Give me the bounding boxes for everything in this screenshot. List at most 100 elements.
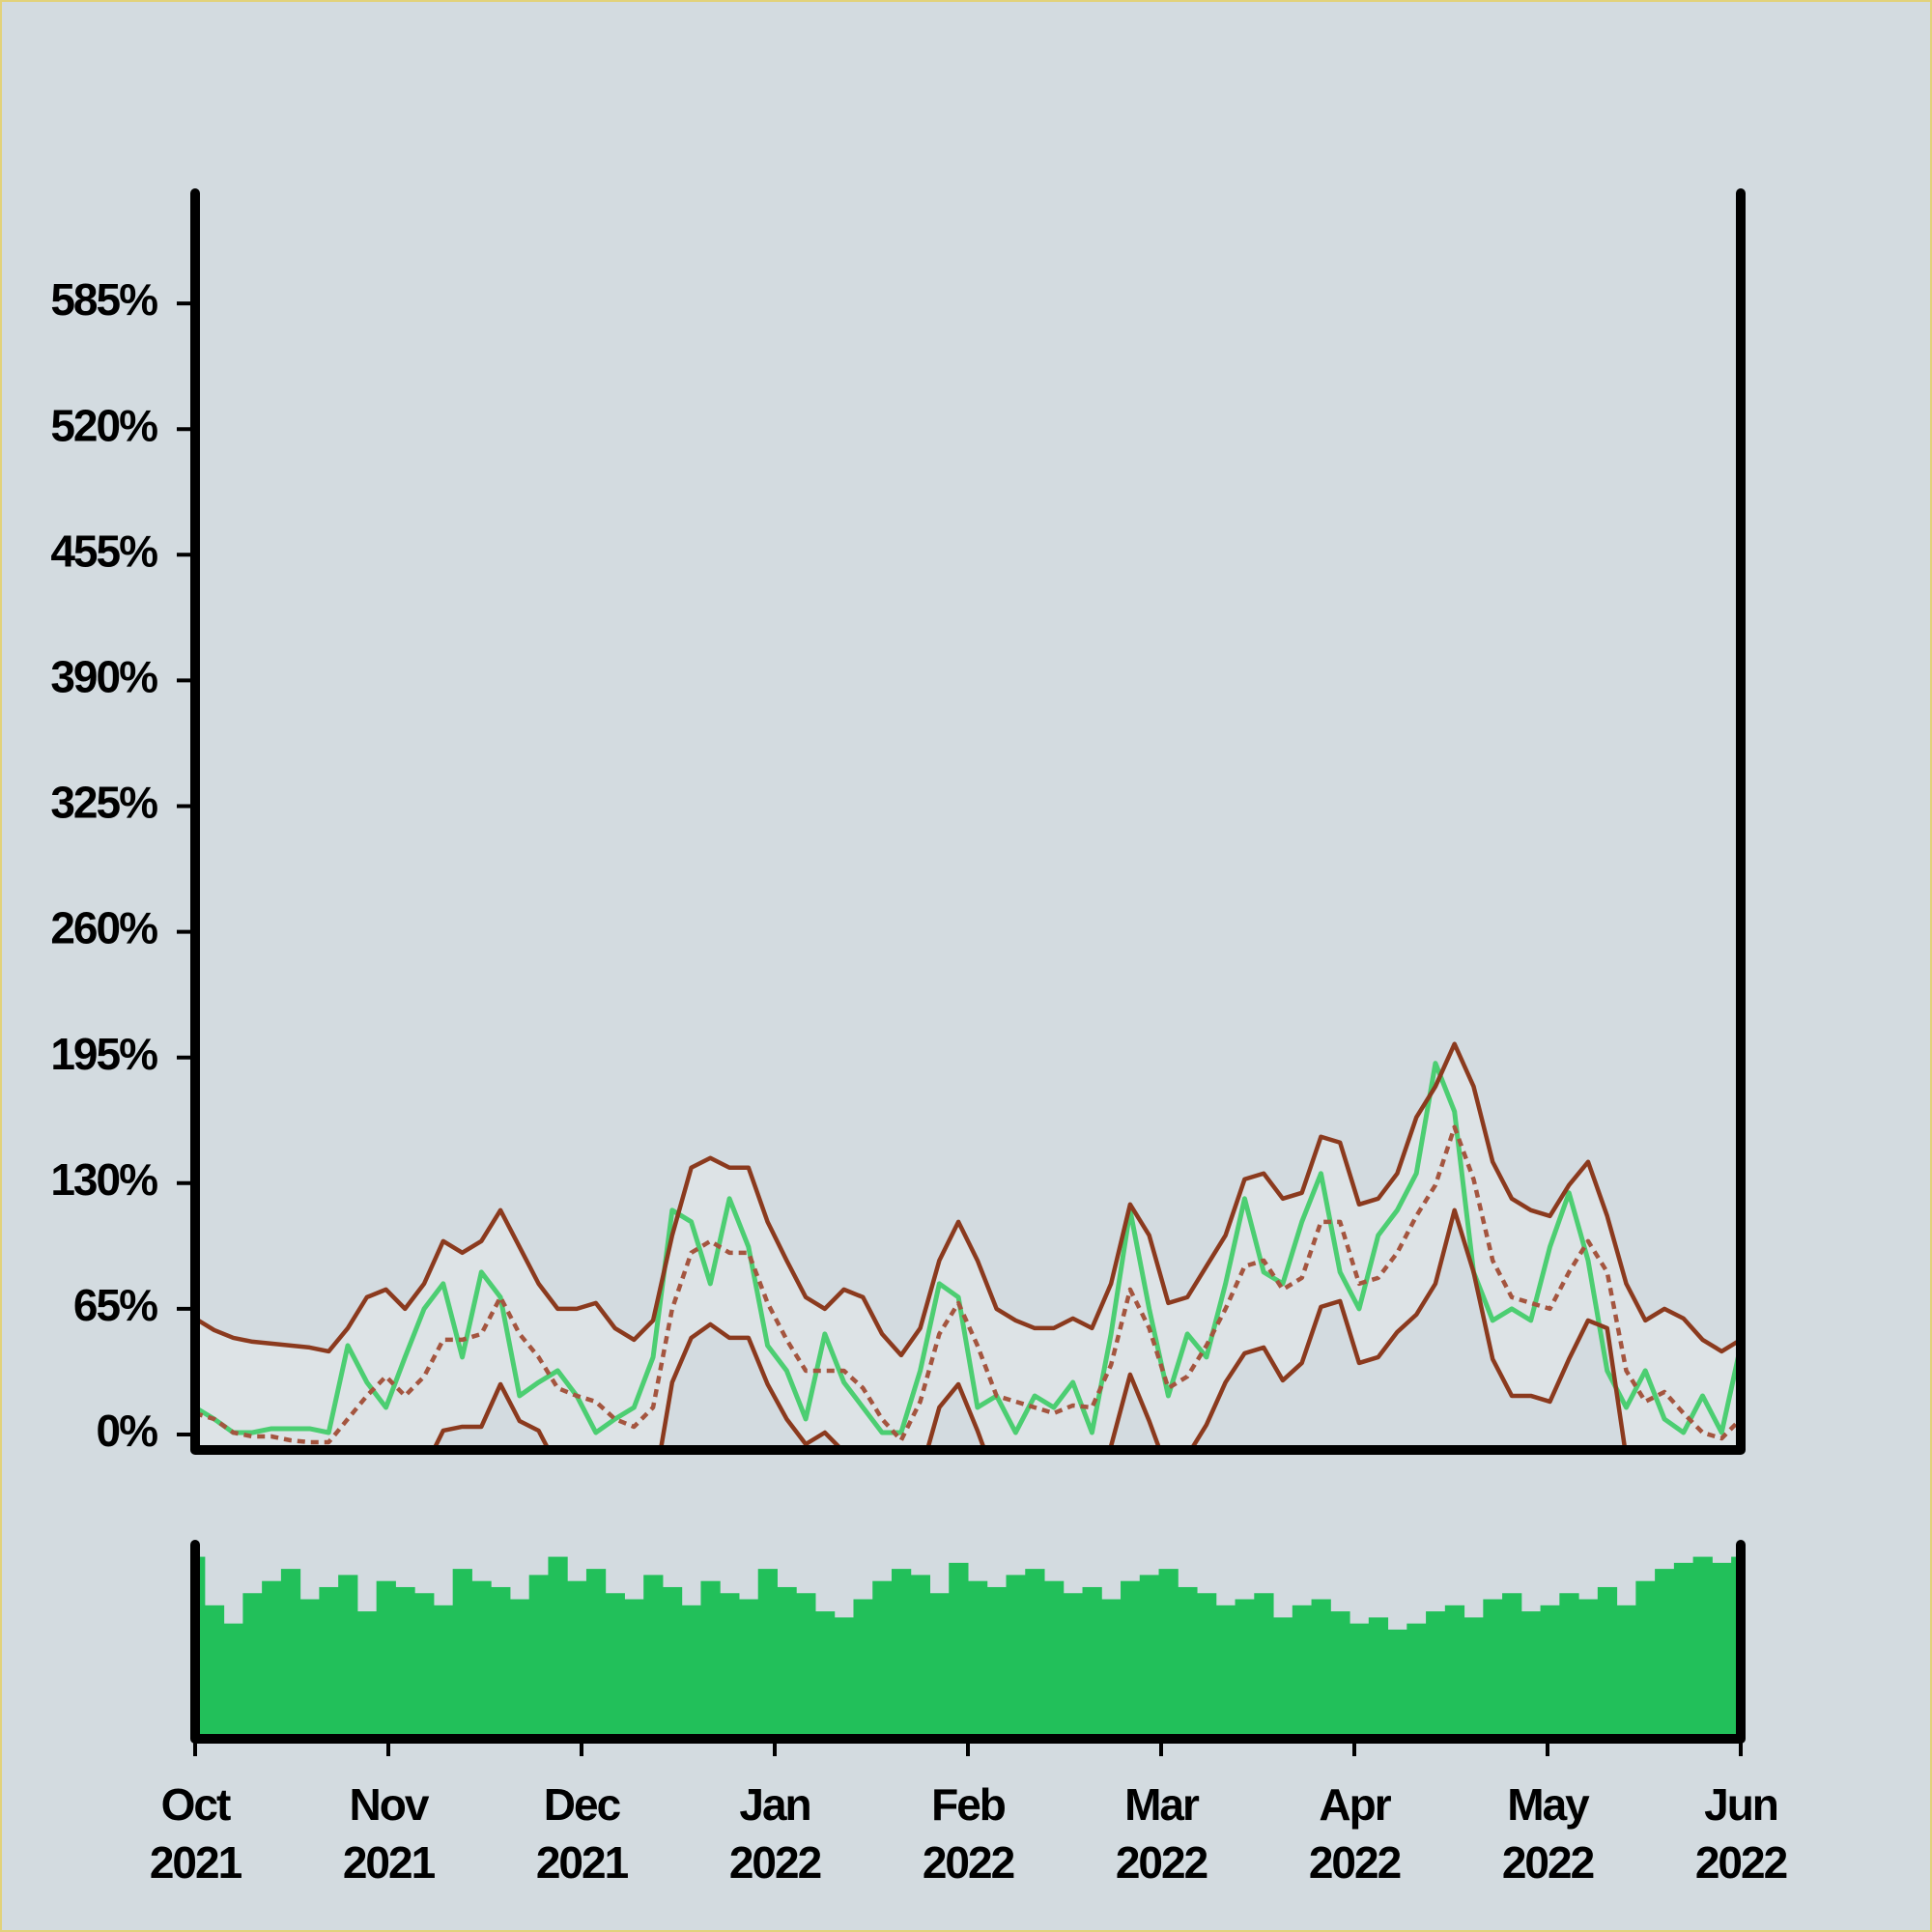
volume-bar (242, 1593, 263, 1739)
volume-bar (1215, 1605, 1236, 1739)
volume-bar (567, 1580, 587, 1739)
volume-bar (1444, 1605, 1465, 1739)
volume-bar (834, 1617, 854, 1739)
x-tick-label: Feb 2022 (922, 1779, 1015, 1888)
volume-bar (1635, 1580, 1656, 1739)
volume-bar (1158, 1569, 1179, 1739)
y-tick-label: 130% (50, 1154, 157, 1205)
volume-bar (452, 1569, 472, 1739)
band-line (195, 1041, 1741, 1358)
y-tick-label: 195% (50, 1029, 157, 1079)
volume-bar (814, 1611, 836, 1739)
volume-bar (1006, 1575, 1026, 1739)
volume-bar (681, 1605, 701, 1739)
plot-frame (190, 188, 1746, 1455)
volume-bar (280, 1569, 301, 1739)
volume-bar (1463, 1617, 1484, 1739)
y-tick-label: 0% (97, 1406, 158, 1456)
volume-bar (872, 1580, 893, 1739)
volume-bar (509, 1599, 530, 1739)
volume-bar (395, 1586, 415, 1739)
price-line (195, 1061, 1741, 1435)
y-tick-label: 260% (50, 903, 157, 953)
volume-bar (624, 1599, 644, 1739)
volume-bar (299, 1599, 320, 1739)
x-tick-label: Mar 2022 (1115, 1779, 1208, 1888)
volume-bar (338, 1575, 358, 1739)
volume-bar (1655, 1569, 1675, 1739)
x-tick-label: Apr 2022 (1308, 1779, 1402, 1888)
volume-bar (433, 1605, 454, 1739)
volume-bar (528, 1575, 549, 1739)
x-tick-label: May 2022 (1501, 1779, 1595, 1888)
volume-bar (853, 1599, 873, 1739)
y-tick-label: 65% (73, 1280, 157, 1330)
volume-bar (548, 1556, 568, 1739)
volume-bar (1197, 1593, 1217, 1739)
y-tick-label: 520% (50, 400, 157, 450)
volume-bar (1368, 1617, 1389, 1739)
volume-bar (319, 1586, 339, 1739)
volume-bar (777, 1586, 797, 1739)
y-tick-label: 325% (50, 778, 157, 828)
volume-bar (949, 1562, 969, 1739)
volume-bar (1292, 1605, 1313, 1739)
volume-bar (1406, 1623, 1427, 1739)
volume-bar (356, 1611, 378, 1739)
volume-plot (195, 1556, 1741, 1739)
volume-bar (720, 1593, 740, 1739)
volume-bar (471, 1580, 492, 1739)
x-tick-label: Nov 2021 (342, 1779, 436, 1888)
y-tick-label: 390% (50, 652, 157, 702)
volume-bar (1311, 1599, 1331, 1739)
volume-bar (585, 1569, 607, 1739)
y-tick-label: 585% (50, 274, 157, 325)
axes: 0% 65% 130% 195% 260% 325% 390% 455% 520% 585% (50, 188, 1746, 1756)
volume-bar (1101, 1599, 1122, 1739)
volume-bar (1483, 1599, 1503, 1739)
volume-bar (1178, 1586, 1198, 1739)
volume-bar (1597, 1586, 1618, 1739)
volume-bar (796, 1593, 816, 1739)
volume-bar (1673, 1562, 1694, 1739)
volume-bar (491, 1586, 511, 1739)
volume-bar (1350, 1623, 1370, 1739)
volume-bar (414, 1593, 435, 1739)
volume-frame (190, 1540, 1746, 1744)
volume-bar (986, 1586, 1008, 1739)
volume-bar (605, 1593, 625, 1739)
volume-bar (1559, 1593, 1579, 1739)
volume-bar (1387, 1629, 1407, 1739)
volume-bar (1520, 1611, 1542, 1739)
volume-bar (1540, 1605, 1560, 1739)
volume-bar (700, 1580, 721, 1739)
volume-bar (1063, 1593, 1084, 1739)
volume-bar (262, 1580, 282, 1739)
volume-bar (1712, 1562, 1732, 1739)
volume-bar (204, 1605, 225, 1739)
volume-bar (376, 1580, 396, 1739)
volume-bar (1578, 1599, 1599, 1739)
volume-bar (1254, 1593, 1274, 1739)
volume-bar (1426, 1611, 1446, 1739)
volume-bar (1502, 1593, 1522, 1739)
volume-bar (195, 1556, 206, 1739)
volume-bar (910, 1575, 930, 1739)
volume-bar (223, 1623, 243, 1739)
band-fill (195, 1043, 1741, 1450)
volume-bar (1692, 1556, 1713, 1739)
y-tick-label: 455% (50, 526, 157, 576)
x-tick-label: Dec 2021 (535, 1779, 629, 1888)
x-tick-label: Oct 2021 (149, 1779, 242, 1888)
volume-bar (1044, 1580, 1065, 1739)
volume-bar (738, 1599, 759, 1739)
volume-bar (1139, 1575, 1160, 1739)
volume-bar (662, 1586, 683, 1739)
x-tick-label: Jun 2022 (1694, 1779, 1788, 1888)
x-tick-label: Jan 2022 (728, 1779, 822, 1888)
volume-bar (1330, 1611, 1350, 1739)
band-line (195, 1124, 1741, 1445)
volume-bar (929, 1593, 950, 1739)
